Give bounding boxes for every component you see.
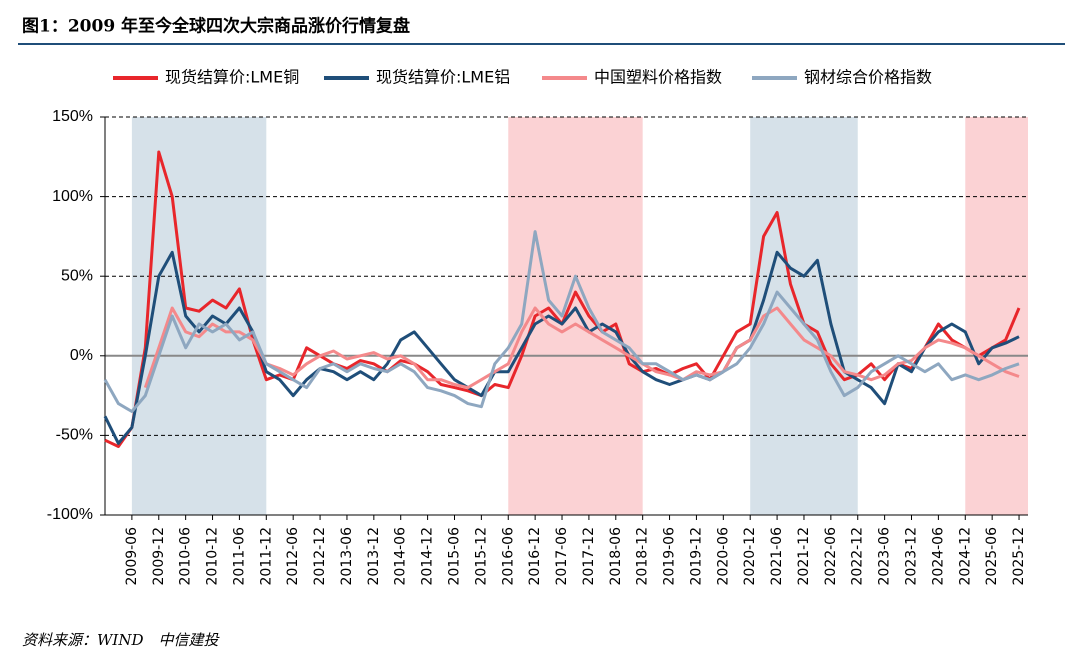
y-tick-label: -100% [47, 506, 93, 523]
x-tick-label: 2020-06 [715, 527, 731, 586]
x-tick-label: 2015-12 [473, 527, 489, 586]
source-note: 资料来源：WIND 中信建投 [22, 631, 220, 649]
series-line [143, 306, 1020, 390]
shaded-period [508, 117, 643, 515]
x-tick-label: 2014-06 [393, 527, 409, 586]
legend-label: 现货结算价:LME铝 [376, 68, 510, 87]
chart-title: 图1：2009 年至今全球四次大宗商品涨价行情复盘 [22, 16, 410, 37]
x-tick-label: 2021-06 [769, 527, 785, 586]
x-tick-label: 2022-06 [823, 527, 839, 586]
x-tick-label: 2025-06 [984, 527, 1000, 586]
legend-label: 钢材综合价格指数 [804, 68, 932, 87]
x-tick-label: 2018-12 [635, 527, 651, 586]
x-tick-label: 2023-12 [904, 527, 920, 586]
legend-label: 现货结算价:LME铜 [165, 68, 299, 87]
x-tick-label: 2024-12 [957, 527, 973, 586]
x-tick-label: 2019-06 [662, 527, 678, 586]
x-tick-label: 2013-12 [366, 527, 382, 586]
y-tick-label: 100% [52, 188, 93, 205]
x-tick-label: 2017-12 [581, 527, 597, 586]
x-tick-label: 2017-06 [554, 527, 570, 586]
x-tick-label: 2013-06 [339, 527, 355, 586]
x-tick-label: 2014-12 [420, 527, 436, 586]
series-line [103, 230, 1020, 413]
y-tick-label: 50% [61, 267, 93, 284]
x-tick-label: 2018-06 [608, 527, 624, 586]
x-tick-label: 2012-06 [285, 527, 301, 586]
y-tick-label: 0% [70, 347, 93, 364]
y-tick-label: 150% [52, 108, 93, 125]
legend-label: 中国塑料价格指数 [594, 68, 722, 87]
x-tick-label: 2016-12 [527, 527, 543, 586]
x-tick-label: 2012-12 [312, 527, 328, 586]
x-tick-label: 2025-12 [1011, 527, 1027, 586]
x-tick-label: 2009-06 [124, 527, 140, 586]
x-tick-label: 2010-12 [205, 527, 221, 586]
x-tick-label: 2010-06 [178, 527, 194, 586]
x-tick-label: 2022-12 [850, 527, 866, 586]
x-tick-label: 2020-12 [742, 527, 758, 586]
x-tick-label: 2015-06 [446, 527, 462, 586]
shaded-period [965, 117, 1028, 515]
x-tick-label: 2011-12 [258, 527, 274, 586]
x-tick-label: 2023-06 [877, 527, 893, 586]
x-tick-label: 2011-06 [231, 527, 247, 586]
y-tick-label: -50% [56, 427, 93, 444]
x-tick-label: 2024-06 [930, 527, 946, 586]
x-tick-label: 2021-12 [796, 527, 812, 586]
x-tick-label: 2016-06 [500, 527, 516, 586]
x-tick-label: 2009-12 [151, 527, 167, 586]
x-tick-label: 2019-12 [688, 527, 704, 586]
